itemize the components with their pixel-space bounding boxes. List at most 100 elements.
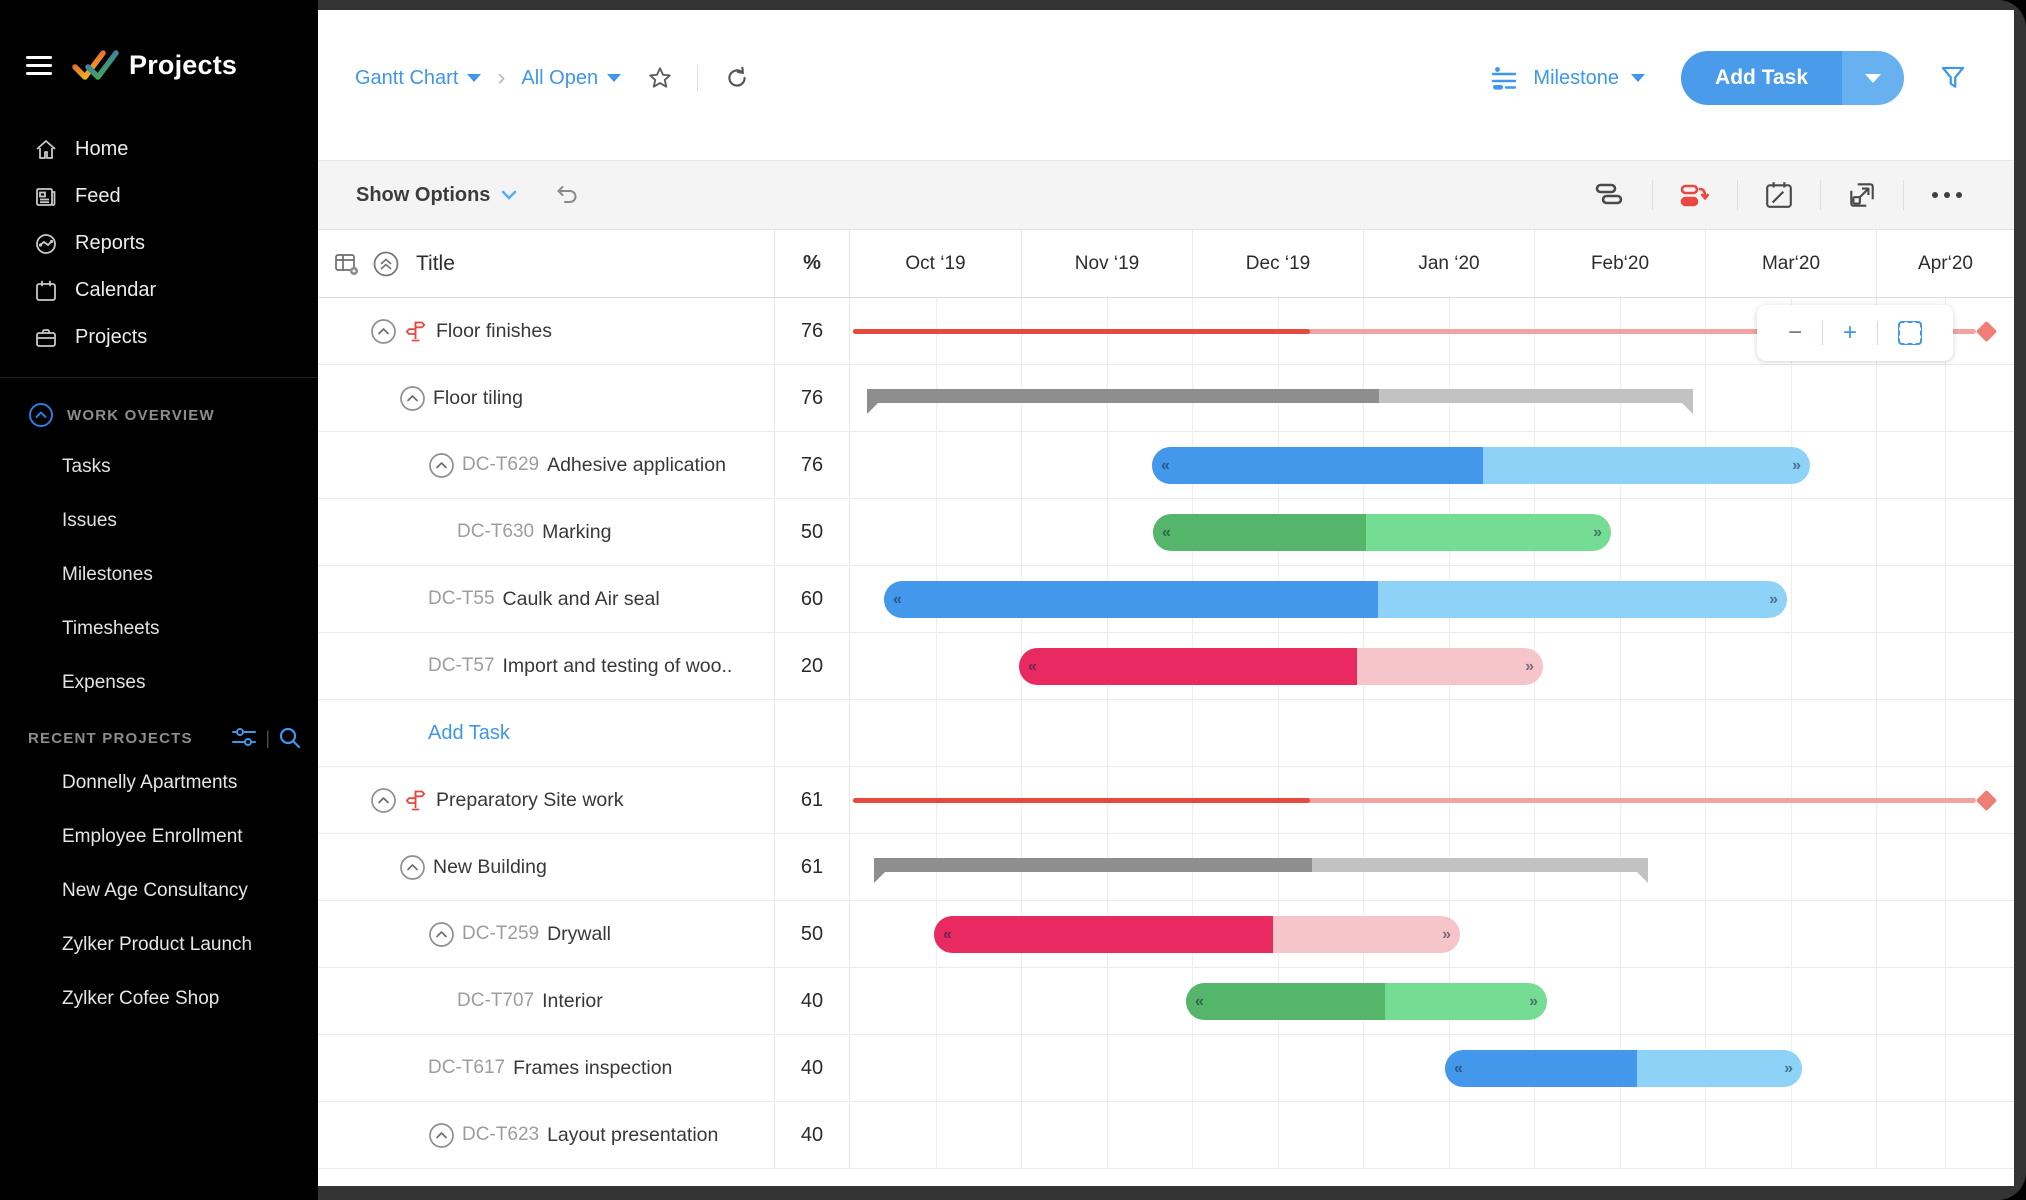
zoom-in-button[interactable]: + <box>1843 319 1858 346</box>
task-bar[interactable]: «» <box>934 916 1460 953</box>
summary-bar[interactable] <box>867 389 1693 414</box>
task-bar[interactable]: «» <box>1152 447 1810 484</box>
filter-funnel-icon[interactable] <box>1938 63 1968 93</box>
work-overview-list: Tasks Issues Milestones Timesheets Expenses <box>0 440 318 710</box>
task-name[interactable]: New Building <box>433 855 547 878</box>
expand-fullscreen-icon[interactable] <box>1821 180 1903 210</box>
add-task-link[interactable]: Add Task <box>428 721 510 744</box>
bar-drag-handle-right[interactable]: » <box>1593 523 1602 541</box>
bar-drag-handle-right[interactable]: » <box>1769 590 1778 608</box>
task-bar-progress <box>1153 514 1366 551</box>
task-bar[interactable]: «» <box>1445 1050 1802 1087</box>
sidebar-item-tasks[interactable]: Tasks <box>62 456 111 477</box>
gantt-row: DC-T629 Adhesive application 76 «» <box>318 432 2014 499</box>
group-by-selector[interactable]: Milestone <box>1491 65 1646 91</box>
task-bar[interactable]: «» <box>884 581 1787 618</box>
bar-drag-handle-left[interactable]: « <box>1161 456 1170 474</box>
milestone-diamond-icon <box>1975 789 1998 812</box>
add-task-button[interactable]: Add Task <box>1681 51 1904 105</box>
chevron-down-icon <box>502 190 517 200</box>
collapse-all-icon[interactable] <box>372 250 400 278</box>
app-logo: Projects <box>71 44 237 86</box>
task-percent-cell: 76 <box>775 365 850 431</box>
search-icon[interactable] <box>278 726 302 750</box>
recent-project-new-age-consultancy[interactable]: New Age Consultancy <box>62 880 248 901</box>
bar-drag-handle-right[interactable]: » <box>1529 992 1538 1010</box>
grid-line <box>1945 298 1946 1169</box>
collapse-chevron-icon[interactable] <box>370 787 397 814</box>
bar-drag-handle-right[interactable]: » <box>1784 1059 1793 1077</box>
calendar-slash-icon[interactable] <box>1738 180 1820 210</box>
collapse-chevron-icon[interactable] <box>399 854 426 881</box>
sidebar-item-feed[interactable]: Feed <box>0 173 318 220</box>
task-name[interactable]: Adhesive application <box>547 453 726 476</box>
undo-icon[interactable] <box>552 183 580 207</box>
divider <box>1652 180 1653 210</box>
work-overview-header[interactable]: WORK OVERVIEW <box>0 392 318 438</box>
task-name[interactable]: Marking <box>542 520 612 543</box>
bar-drag-handle-left[interactable]: « <box>1028 657 1037 675</box>
critical-line-remaining <box>853 798 1976 803</box>
task-title-cell: Add Task <box>318 700 775 766</box>
chevron-down-icon <box>607 74 622 82</box>
task-name[interactable]: Caulk and Air seal <box>502 587 660 610</box>
sidebar-item-reports[interactable]: Reports <box>0 220 318 267</box>
task-name[interactable]: Drywall <box>547 922 611 945</box>
task-name[interactable]: Floor tiling <box>433 386 523 409</box>
bar-drag-handle-left[interactable]: « <box>1454 1059 1463 1077</box>
bar-drag-handle-left[interactable]: « <box>1162 523 1171 541</box>
breadcrumb-view-selector[interactable]: Gantt Chart <box>355 67 482 90</box>
critical-path-icon[interactable] <box>1653 181 1737 209</box>
recent-project-zylker-cofee-shop[interactable]: Zylker Cofee Shop <box>62 988 220 1009</box>
recent-project-employee-enrollment[interactable]: Employee Enrollment <box>62 826 243 847</box>
summary-bar[interactable] <box>874 858 1648 883</box>
sidebar-item-milestones[interactable]: Milestones <box>62 564 153 585</box>
hamburger-menu-icon[interactable] <box>22 47 56 84</box>
task-name[interactable]: Layout presentation <box>547 1123 719 1146</box>
collapse-chevron-icon[interactable] <box>428 452 455 479</box>
breadcrumb-filter-selector[interactable]: All Open <box>521 67 622 90</box>
bar-drag-handle-left[interactable]: « <box>1195 992 1204 1010</box>
favorite-star-icon[interactable] <box>647 65 673 91</box>
bar-drag-handle-left[interactable]: « <box>943 925 952 943</box>
sidebar-item-timesheets[interactable]: Timesheets <box>62 618 160 639</box>
add-task-dropdown[interactable] <box>1842 51 1904 105</box>
task-name[interactable]: Frames inspection <box>513 1056 673 1079</box>
task-chart-cell <box>850 298 2014 364</box>
gantt-row: DC-T630 Marking 50 «» <box>318 499 2014 566</box>
collapse-chevron-icon[interactable] <box>399 385 426 412</box>
show-options-button[interactable]: Show Options <box>356 184 518 207</box>
sidebar-item-home[interactable]: Home <box>0 126 318 173</box>
project-filter-sliders-icon[interactable] <box>231 726 257 750</box>
divider <box>697 65 699 91</box>
bar-drag-handle-right[interactable]: » <box>1792 456 1801 474</box>
column-settings-icon[interactable] <box>334 251 360 277</box>
sidebar-item-expenses[interactable]: Expenses <box>62 672 146 693</box>
sidebar-item-issues[interactable]: Issues <box>62 510 117 531</box>
task-bar[interactable]: «» <box>1186 983 1547 1020</box>
collapse-chevron-icon[interactable] <box>370 318 397 345</box>
collapse-chevron-icon[interactable] <box>428 921 455 948</box>
recent-project-zylker-product-launch[interactable]: Zylker Product Launch <box>62 934 253 955</box>
sidebar-item-calendar[interactable]: Calendar <box>0 267 318 314</box>
task-name[interactable]: Interior <box>542 989 603 1012</box>
recent-project-donnelly-apartments[interactable]: Donnelly Apartments <box>62 772 238 793</box>
baseline-rows-icon[interactable] <box>1568 181 1652 209</box>
zoom-out-button[interactable]: − <box>1787 319 1802 346</box>
fit-to-screen-button[interactable] <box>1896 319 1924 347</box>
collapse-chevron-icon[interactable] <box>428 1122 455 1149</box>
month-header: Mar‘20 <box>1705 230 1876 297</box>
bar-drag-handle-left[interactable]: « <box>893 590 902 608</box>
bar-drag-handle-right[interactable]: » <box>1442 925 1451 943</box>
refresh-icon[interactable] <box>724 65 750 91</box>
task-percent-cell: 20 <box>775 633 850 699</box>
task-name[interactable]: Import and testing of woo.. <box>502 654 733 677</box>
task-bar[interactable]: «» <box>1153 514 1611 551</box>
task-name[interactable]: Floor finishes <box>436 319 552 342</box>
task-bar[interactable]: «» <box>1019 648 1543 685</box>
bar-drag-handle-right[interactable]: » <box>1525 657 1534 675</box>
more-options-icon[interactable] <box>1904 190 1968 200</box>
task-name[interactable]: Preparatory Site work <box>436 788 624 811</box>
calendar-icon <box>34 279 58 303</box>
sidebar-item-projects[interactable]: Projects <box>0 314 318 361</box>
